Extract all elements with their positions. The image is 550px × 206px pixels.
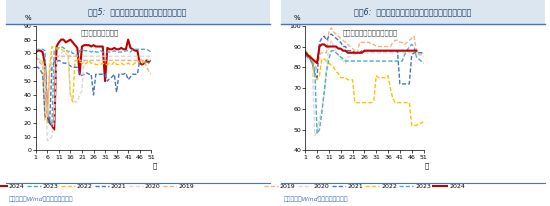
Text: 图表6:  近半月江浙地区涤纶长丝开工率均值延续微升: 图表6: 近半月江浙地区涤纶长丝开工率均值延续微升 — [354, 7, 471, 16]
Text: %: % — [24, 15, 31, 21]
Text: 周: 周 — [425, 163, 429, 170]
Legend: 2024, 2023, 2022, 2021, 2020, 2019: 2024, 2023, 2022, 2021, 2020, 2019 — [0, 181, 196, 191]
Text: 开工率：涤纶长丝；江浙地区: 开工率：涤纶长丝；江浙地区 — [343, 29, 398, 36]
Text: 开工率：汽车半钢胎: 开工率：汽车半钢胎 — [80, 29, 118, 36]
Text: %: % — [294, 15, 300, 21]
Text: 资料来源：Wind，国盛证券研究所: 资料来源：Wind，国盛证券研究所 — [8, 197, 73, 202]
Legend: 2019, 2020, 2021, 2022, 2023, 2024: 2019, 2020, 2021, 2022, 2023, 2024 — [261, 181, 468, 191]
Text: 资料来源：Wind，国盛证券研究所: 资料来源：Wind，国盛证券研究所 — [283, 197, 348, 202]
Text: 图表5:  近半月汽车半钢胎开工率进一步回升: 图表5: 近半月汽车半钢胎开工率进一步回升 — [89, 7, 186, 16]
Text: 周: 周 — [152, 163, 157, 170]
